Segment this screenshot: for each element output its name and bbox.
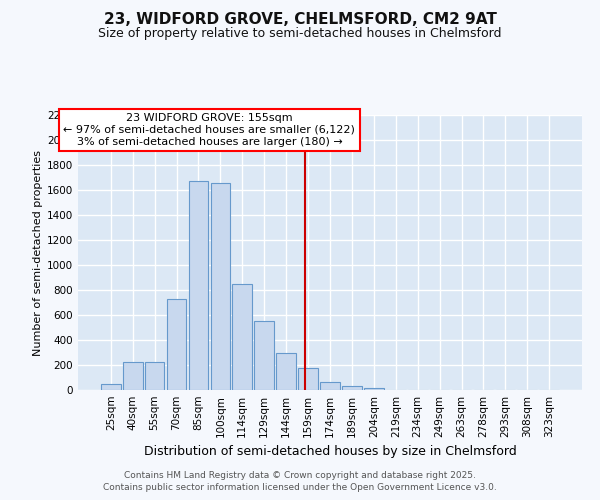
Text: Contains HM Land Registry data © Crown copyright and database right 2025.
Contai: Contains HM Land Registry data © Crown c… (103, 471, 497, 492)
Bar (188, 181, 208, 390)
Text: 23 WIDFORD GROVE: 155sqm
← 97% of semi-detached houses are smaller (6,122)
3% of: 23 WIDFORD GROVE: 155sqm ← 97% of semi-d… (64, 114, 355, 146)
Bar (276, 352, 296, 390)
Bar (298, 368, 318, 390)
Bar (123, 362, 143, 390)
Bar (342, 386, 362, 390)
Bar (211, 182, 230, 390)
Bar (254, 320, 274, 390)
Bar (145, 362, 164, 390)
X-axis label: Distribution of semi-detached houses by size in Chelmsford: Distribution of semi-detached houses by … (143, 446, 517, 458)
Text: 23, WIDFORD GROVE, CHELMSFORD, CM2 9AT: 23, WIDFORD GROVE, CHELMSFORD, CM2 9AT (104, 12, 496, 28)
Bar (320, 382, 340, 390)
Bar (364, 388, 384, 390)
Bar (101, 384, 121, 390)
Text: Size of property relative to semi-detached houses in Chelmsford: Size of property relative to semi-detach… (98, 28, 502, 40)
Bar (232, 284, 252, 390)
Bar (167, 298, 187, 390)
Y-axis label: Number of semi-detached properties: Number of semi-detached properties (33, 150, 43, 356)
